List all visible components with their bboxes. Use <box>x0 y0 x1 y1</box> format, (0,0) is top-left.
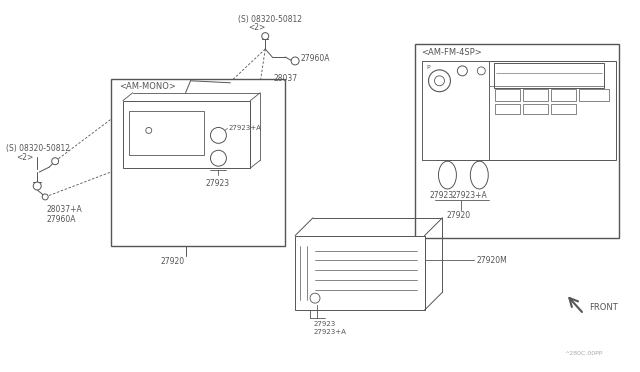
Bar <box>415 44 619 238</box>
Text: ^280C.00PP: ^280C.00PP <box>564 351 602 356</box>
Text: 27920M: 27920M <box>476 256 507 265</box>
Bar <box>551 89 576 101</box>
Bar <box>429 91 447 101</box>
Circle shape <box>458 66 467 76</box>
Circle shape <box>52 158 59 165</box>
Bar <box>495 104 520 113</box>
Circle shape <box>262 33 269 39</box>
Text: <AM-FM-4SP>: <AM-FM-4SP> <box>422 48 483 57</box>
Circle shape <box>477 67 485 75</box>
Text: 27923: 27923 <box>313 321 335 327</box>
Circle shape <box>33 182 41 190</box>
Bar <box>551 104 576 113</box>
Bar <box>523 104 548 113</box>
Bar <box>129 110 204 155</box>
Bar <box>429 104 447 113</box>
Circle shape <box>291 57 299 65</box>
Ellipse shape <box>438 161 456 189</box>
Text: 27923+A: 27923+A <box>451 192 487 201</box>
Circle shape <box>429 70 451 92</box>
Bar <box>449 104 467 113</box>
Text: <AM-MONO>: <AM-MONO> <box>119 82 176 91</box>
Text: 27923+A: 27923+A <box>313 329 346 335</box>
Ellipse shape <box>470 161 488 189</box>
Bar <box>422 61 489 160</box>
Text: 28037+A: 28037+A <box>46 205 82 214</box>
Text: 27960A: 27960A <box>300 54 330 64</box>
Bar <box>422 61 616 160</box>
Text: 27923: 27923 <box>205 179 230 187</box>
Text: <2>: <2> <box>17 153 33 162</box>
Circle shape <box>435 76 444 86</box>
Text: 27960A: 27960A <box>46 215 76 224</box>
Text: <2>: <2> <box>248 23 266 32</box>
Text: 27923+A: 27923+A <box>228 125 261 131</box>
Bar <box>469 104 487 113</box>
Bar <box>495 89 520 101</box>
Text: 27920: 27920 <box>447 211 470 220</box>
Text: 27923: 27923 <box>429 192 454 201</box>
Bar <box>523 89 548 101</box>
Circle shape <box>211 150 227 166</box>
Text: 28037: 28037 <box>273 74 298 83</box>
Bar <box>449 91 467 101</box>
Text: 27920: 27920 <box>161 257 185 266</box>
Bar <box>295 235 424 310</box>
Bar <box>494 63 604 88</box>
Bar <box>123 101 250 168</box>
Bar <box>111 79 285 246</box>
Bar <box>579 89 609 101</box>
Circle shape <box>310 293 320 303</box>
Circle shape <box>211 128 227 143</box>
Text: (S) 08320-50812: (S) 08320-50812 <box>238 15 302 24</box>
Text: P: P <box>426 65 430 70</box>
Text: FRONT: FRONT <box>589 302 618 312</box>
Circle shape <box>146 128 152 134</box>
Bar <box>469 91 487 101</box>
Text: (S) 08320-50812: (S) 08320-50812 <box>6 144 70 153</box>
Circle shape <box>42 194 48 200</box>
